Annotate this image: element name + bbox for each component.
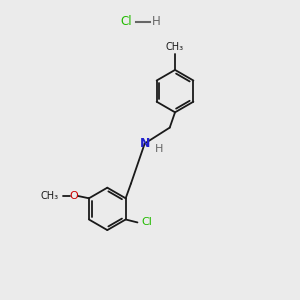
Text: O: O (69, 191, 78, 201)
Text: CH₃: CH₃ (166, 42, 184, 52)
Text: Cl: Cl (121, 15, 132, 28)
Text: N: N (140, 137, 150, 150)
Text: H: H (155, 144, 164, 154)
Text: CH₃: CH₃ (41, 191, 59, 201)
Text: H: H (152, 15, 160, 28)
Text: Cl: Cl (141, 218, 152, 227)
